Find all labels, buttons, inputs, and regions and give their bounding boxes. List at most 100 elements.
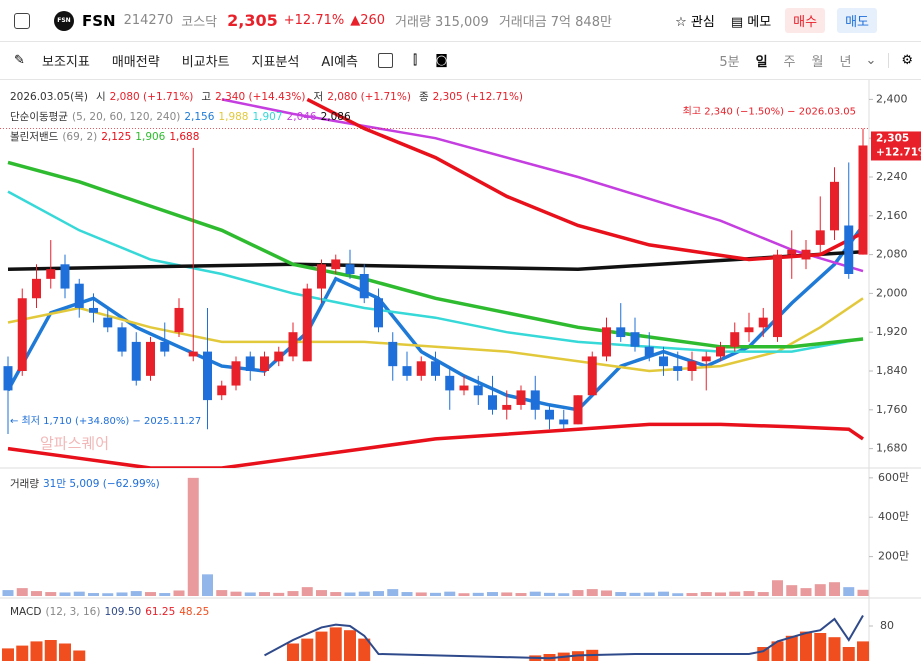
macd-bar	[814, 633, 827, 661]
candle-body	[416, 361, 426, 376]
tool-button[interactable]: 보조지표	[42, 55, 90, 70]
volume-bar	[88, 593, 99, 596]
candle-body	[274, 351, 284, 362]
volume-bar	[2, 590, 14, 596]
y-tick-label: 2,080	[876, 248, 908, 261]
candle-body	[858, 145, 868, 255]
bb-title: 볼린저밴드	[10, 131, 59, 143]
macd-bar	[301, 638, 314, 661]
candle-body	[644, 346, 654, 357]
indicator-line	[306, 97, 864, 262]
volume-bar	[430, 592, 441, 596]
volume-bar	[415, 592, 427, 596]
bb-value: 2,125	[101, 131, 132, 143]
tool-button[interactable]: 매매전략	[111, 55, 160, 70]
volume-bar	[786, 585, 798, 596]
price: 2,305	[227, 11, 278, 30]
volume-bar	[330, 592, 342, 596]
candle-body	[245, 356, 255, 371]
candle-body	[32, 278, 41, 299]
indicator-line	[7, 422, 864, 468]
macd-bar	[842, 647, 855, 661]
chart: 2,4002,3202,2402,1602,0802,0001,9201,840…	[0, 80, 921, 661]
low-label: ← 최저 1,710 (+34.80%) − 2025.11.27	[10, 415, 201, 427]
menu-icon[interactable]	[14, 12, 30, 29]
candle-body	[302, 288, 312, 362]
y-tick-label: 200만	[878, 550, 909, 563]
buy-button[interactable]: 매수	[785, 8, 826, 33]
periods: 5분 일 주 월 년	[719, 51, 851, 70]
volume-bar	[544, 592, 555, 596]
change: ▲260	[350, 13, 386, 28]
volume-bar	[116, 592, 128, 596]
tools: 보조지표 매매전략 비교차트 지표분석 AI예측	[42, 51, 358, 70]
tool-button[interactable]: AI예측	[321, 55, 359, 70]
date: 2026.03.05(목)	[10, 91, 88, 103]
draw-icon[interactable]: ✎	[14, 53, 25, 68]
volume-bar	[686, 593, 698, 596]
volume-bar	[344, 592, 356, 596]
period-button[interactable]: 년	[839, 55, 852, 70]
tool-button[interactable]: 비교차트	[181, 55, 230, 70]
ohlc-key: 저	[313, 91, 324, 103]
macd-bar	[344, 630, 356, 661]
y-tick-label: 2,000	[876, 286, 908, 299]
ma-info: 단순이동평균 (5, 20, 60, 120, 240) 2,156 1,988 1,9…	[10, 109, 359, 124]
candle-body	[402, 366, 412, 376]
volume-bar	[458, 593, 470, 596]
volume-bar	[287, 591, 299, 596]
y-tick-label: 400만	[878, 510, 909, 523]
candle-body	[587, 356, 597, 396]
volume-bar	[529, 591, 541, 596]
candle-body	[131, 341, 141, 381]
ohlc-value: 2,080 (+1.71%)	[109, 91, 194, 103]
ohlc-value: 2,340 (+14.43%)	[215, 91, 306, 103]
macd-bar	[828, 637, 841, 661]
volume-bar	[643, 592, 655, 596]
indicator-line	[221, 98, 864, 273]
dropdown[interactable]: ⌄	[865, 53, 877, 68]
volume-bar	[743, 591, 755, 596]
macd-bar	[44, 640, 57, 661]
candle-body	[687, 361, 697, 371]
box-icon[interactable]	[378, 53, 394, 68]
volume-bar	[715, 592, 726, 596]
action-label: 관심	[690, 15, 715, 30]
candle-body	[815, 230, 825, 245]
settings-icon[interactable]: ⚙	[888, 53, 913, 68]
high-label: 최고 2,340 (−1.50%) − 2026.03.05	[683, 106, 856, 118]
action[interactable]: ▤ 메모	[730, 15, 772, 30]
ma-value: 1,988	[218, 111, 249, 123]
macd-bar	[59, 643, 71, 661]
y-tick-label: 1,920	[876, 325, 908, 338]
candle-body	[502, 404, 512, 410]
candle-body	[559, 419, 569, 425]
candle-icon[interactable]: ⫿	[413, 53, 418, 68]
volume-bar	[729, 591, 741, 596]
tool-button[interactable]: 지표분석	[251, 55, 300, 70]
action[interactable]: ☆ 관심	[675, 15, 715, 30]
volume-bar	[672, 593, 684, 596]
ma-value: 2,156	[184, 111, 215, 123]
candle-body	[730, 332, 740, 347]
candle-body	[445, 375, 455, 391]
amount: 거래대금 7억 848만	[498, 15, 612, 30]
macd-info: MACD (12, 3, 16) 109.50 61.25 48.25	[10, 606, 217, 618]
candle-body	[787, 249, 797, 255]
period-button[interactable]: 월	[811, 55, 824, 70]
volume-bar	[130, 591, 142, 596]
y-tick-label: 1,760	[876, 403, 908, 416]
volume-bar	[202, 574, 213, 596]
candle-body	[773, 254, 782, 338]
period-button[interactable]: 일	[755, 55, 768, 70]
candle-body	[345, 264, 355, 274]
candle-body	[60, 264, 70, 289]
camera-icon[interactable]: ◙	[435, 53, 448, 68]
period-button[interactable]: 주	[783, 55, 796, 70]
sell-button[interactable]: 매도	[837, 8, 877, 33]
volume-bar	[814, 584, 826, 596]
period-button[interactable]: 5분	[719, 55, 740, 70]
volume-bar	[843, 587, 855, 596]
y-tick-label: 80	[880, 619, 894, 632]
candle-body	[431, 361, 440, 376]
